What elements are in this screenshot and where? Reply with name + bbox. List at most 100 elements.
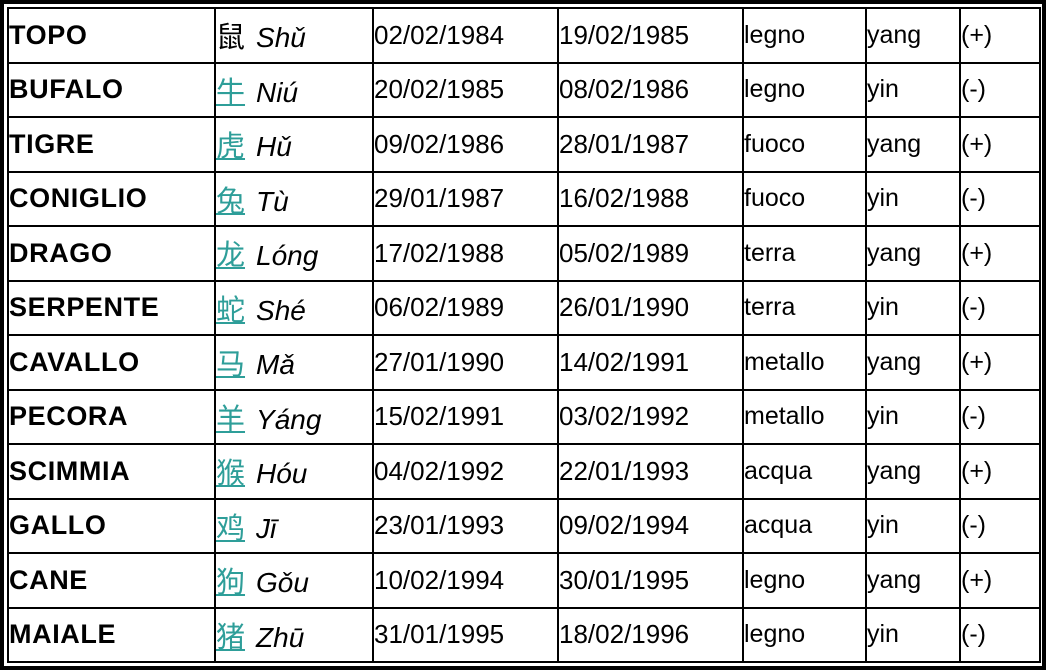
character-pinyin-cell: 龙 Lóng <box>214 225 374 282</box>
character-pinyin-cell: 鼠 Shǔ <box>214 7 374 64</box>
start-date: 10/02/1994 <box>374 564 505 595</box>
table-row: CAVALLO 马 Mǎ 27/01/1990 14/02/1991 metall… <box>7 334 1041 391</box>
animal-name-cell: SCIMMIA <box>7 443 216 500</box>
animal-name: CANE <box>9 564 88 595</box>
sign-cell: (+) <box>959 225 1041 282</box>
zodiac-character-link[interactable]: 猪 <box>216 621 246 654</box>
character-pinyin-cell: 羊 Yáng <box>214 388 374 445</box>
element-cell: legno <box>742 606 867 663</box>
sign-label: (+) <box>961 129 993 158</box>
polarity-cell: yang <box>865 225 961 282</box>
zodiac-character-link[interactable]: 马 <box>216 349 246 382</box>
character-pinyin-cell: 猪 Zhū <box>214 606 374 663</box>
polarity-cell: yin <box>865 170 961 227</box>
element-label: metallo <box>744 402 825 431</box>
polarity-label: yin <box>867 402 899 431</box>
character-pinyin-cell: 马 Mǎ <box>214 334 374 391</box>
zodiac-character-link[interactable]: 鸡 <box>216 512 246 545</box>
zodiac-character-link[interactable]: 牛 <box>216 76 246 109</box>
element-label: legno <box>744 565 806 594</box>
start-date: 02/02/1984 <box>374 19 505 50</box>
start-date: 04/02/1992 <box>374 455 505 486</box>
start-date-cell: 20/02/1985 <box>372 61 559 118</box>
animal-name: SCIMMIA <box>9 455 131 486</box>
sign-cell: (-) <box>959 279 1041 336</box>
sign-cell: (+) <box>959 552 1041 609</box>
zodiac-character-link[interactable]: 虎 <box>216 131 246 164</box>
start-date: 29/01/1987 <box>374 183 505 214</box>
animal-name-cell: CONIGLIO <box>7 170 216 227</box>
polarity-label: yang <box>867 129 922 158</box>
end-date: 26/01/1990 <box>559 292 690 323</box>
polarity-cell: yang <box>865 116 961 173</box>
element-label: metallo <box>744 347 825 376</box>
polarity-label: yin <box>867 75 899 104</box>
zodiac-character-link[interactable]: 蛇 <box>216 294 246 327</box>
animal-name: MAIALE <box>9 619 117 650</box>
sign-cell: (+) <box>959 116 1041 173</box>
end-date: 16/02/1988 <box>559 183 690 214</box>
element-label: fuoco <box>744 184 806 213</box>
animal-name-cell: SERPENTE <box>7 279 216 336</box>
polarity-label: yang <box>867 456 922 485</box>
pinyin-label: Niú <box>256 76 299 108</box>
polarity-cell: yin <box>865 606 961 663</box>
polarity-cell: yin <box>865 388 961 445</box>
pinyin-label: Tù <box>256 185 289 217</box>
sign-label: (+) <box>961 347 993 376</box>
element-cell: terra <box>742 279 867 336</box>
animal-name: TOPO <box>9 19 88 50</box>
table-row: CANE 狗 Gǒu 10/02/1994 30/01/1995 legno ya… <box>7 552 1041 609</box>
table-row: TIGRE 虎 Hǔ 09/02/1986 28/01/1987 fuoco ya… <box>7 116 1041 173</box>
end-date-cell: 19/02/1985 <box>557 7 744 64</box>
start-date: 20/02/1985 <box>374 74 505 105</box>
end-date-cell: 26/01/1990 <box>557 279 744 336</box>
zodiac-character-link[interactable]: 猴 <box>216 458 246 491</box>
polarity-label: yang <box>867 20 922 49</box>
end-date: 09/02/1994 <box>559 510 690 541</box>
table-row: SERPENTE 蛇 Shé 06/02/1989 26/01/1990 terr… <box>7 279 1041 336</box>
zodiac-character-link[interactable]: 羊 <box>216 403 246 436</box>
animal-name: PECORA <box>9 401 129 432</box>
sign-label: (-) <box>961 184 986 213</box>
start-date: 23/01/1993 <box>374 510 505 541</box>
polarity-cell: yang <box>865 552 961 609</box>
zodiac-character-link[interactable]: 兔 <box>216 185 246 218</box>
sign-label: (-) <box>961 402 986 431</box>
end-date: 30/01/1995 <box>559 564 690 595</box>
character-pinyin-cell: 鸡 Jī <box>214 497 374 554</box>
element-cell: metallo <box>742 388 867 445</box>
start-date-cell: 09/02/1986 <box>372 116 559 173</box>
start-date-cell: 15/02/1991 <box>372 388 559 445</box>
sign-cell: (+) <box>959 443 1041 500</box>
table-row: GALLO 鸡 Jī 23/01/1993 09/02/1994 acqua yi… <box>7 497 1041 554</box>
element-label: legno <box>744 620 806 649</box>
element-label: terra <box>744 238 796 267</box>
element-label: terra <box>744 293 796 322</box>
end-date: 08/02/1986 <box>559 74 690 105</box>
zodiac-character-link[interactable]: 龙 <box>216 240 246 273</box>
element-cell: terra <box>742 225 867 282</box>
element-cell: legno <box>742 7 867 64</box>
animal-name-cell: MAIALE <box>7 606 216 663</box>
animal-name-cell: TOPO <box>7 7 216 64</box>
pinyin-label: Gǒu <box>256 567 309 599</box>
start-date: 09/02/1986 <box>374 128 505 159</box>
sign-cell: (-) <box>959 606 1041 663</box>
zodiac-character-text: 鼠 <box>216 22 246 55</box>
polarity-label: yang <box>867 347 922 376</box>
end-date-cell: 22/01/1993 <box>557 443 744 500</box>
start-date-cell: 04/02/1992 <box>372 443 559 500</box>
end-date-cell: 08/02/1986 <box>557 61 744 118</box>
start-date-cell: 17/02/1988 <box>372 225 559 282</box>
animal-name-cell: DRAGO <box>7 225 216 282</box>
start-date-cell: 06/02/1989 <box>372 279 559 336</box>
end-date: 22/01/1993 <box>559 455 690 486</box>
table-row: SCIMMIA 猴 Hóu 04/02/1992 22/01/1993 acqua… <box>7 443 1041 500</box>
zodiac-character-link[interactable]: 狗 <box>216 567 246 600</box>
table-row: BUFALO 牛 Niú 20/02/1985 08/02/1986 legno … <box>7 61 1041 118</box>
table-row: CONIGLIO 兔 Tù 29/01/1987 16/02/1988 fuoco… <box>7 170 1041 227</box>
polarity-cell: yin <box>865 61 961 118</box>
start-date-cell: 27/01/1990 <box>372 334 559 391</box>
